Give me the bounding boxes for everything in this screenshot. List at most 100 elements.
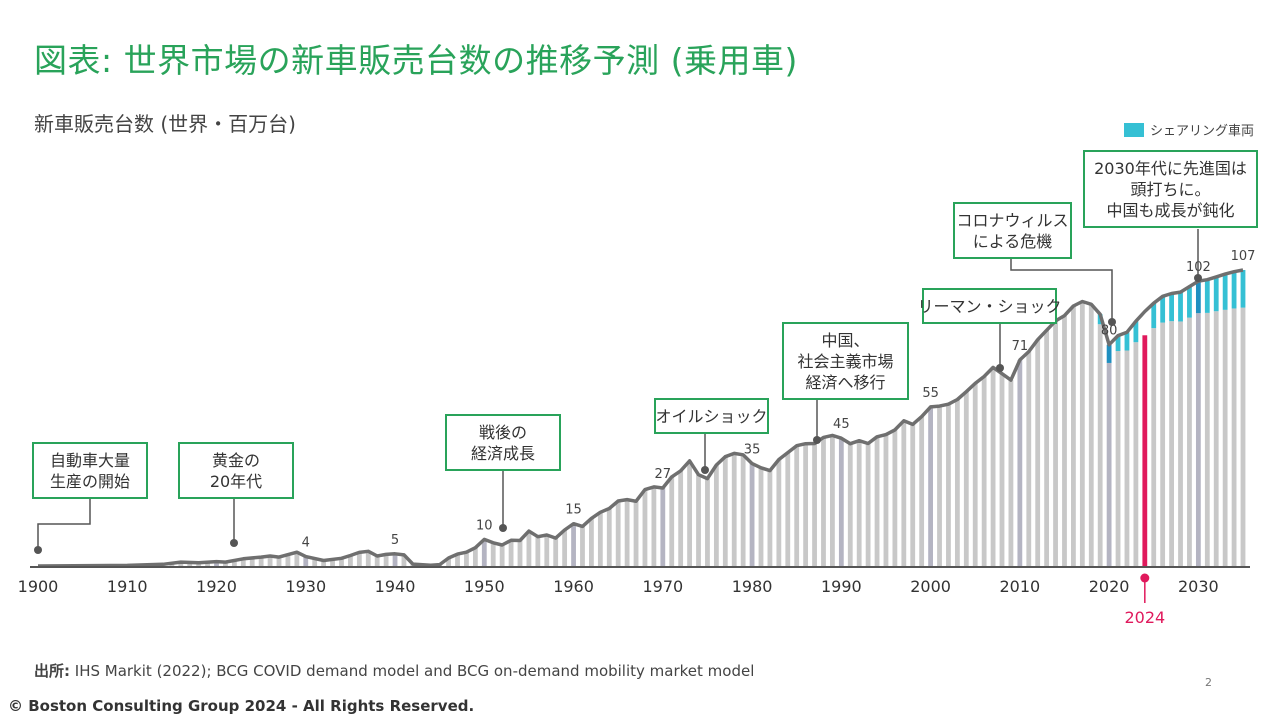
bar-1923: [240, 558, 246, 566]
bar-1992: [856, 440, 862, 566]
bar-1927: [276, 557, 282, 566]
sharing-bar-2023: [1133, 321, 1139, 343]
bar-1986: [803, 443, 809, 566]
page-title: 図表: 世界市場の新車販売台数の推移予測 (乗用車): [34, 41, 798, 80]
bar-1939: [383, 554, 389, 566]
value-label-2000: 55: [922, 386, 939, 401]
x-tick-label-2000: 2000: [910, 577, 951, 596]
bar-1967: [633, 501, 639, 566]
bar-1947: [455, 554, 460, 566]
x-tick-label-1980: 1980: [732, 577, 773, 596]
callout-text-2030-1: 頭打ちに。: [1130, 180, 1210, 199]
bar-2022: [1124, 350, 1130, 566]
bar-1989: [830, 435, 835, 566]
bar-1971: [669, 476, 675, 566]
sharing-bar-2029: [1187, 286, 1192, 318]
callout-dot-1987: [813, 436, 821, 444]
legend-swatch-sharing: [1123, 122, 1144, 137]
bar-1950: [481, 539, 487, 566]
bar-1966: [624, 499, 630, 566]
bar-1977: [722, 456, 728, 566]
bar-2028: [1178, 321, 1183, 566]
sharing-bar-2030: [1195, 281, 1201, 314]
sharing-bar-2034: [1231, 271, 1237, 309]
bar-2011: [1026, 351, 1032, 566]
bar-2014: [1053, 320, 1058, 566]
bar-1959: [562, 530, 568, 566]
value-label-2020: 80: [1101, 324, 1118, 339]
x-tick-label-1920: 1920: [196, 577, 237, 596]
callout-text-1900-0: 自動車大量: [50, 451, 130, 470]
bar-1994: [874, 436, 880, 566]
bar-2013: [1044, 330, 1050, 566]
callout-text-2020-0: コロナウィルス: [956, 211, 1068, 230]
highlight-year-label: 2024: [1124, 608, 1165, 627]
bar-1985: [794, 445, 800, 566]
bar-1935: [348, 555, 353, 566]
bar-2021: [1115, 351, 1121, 566]
source-note: 出所: IHS Markit (2022); BCG COVID demand …: [34, 660, 754, 681]
callout-text-1975-0: オイルショック: [655, 407, 767, 426]
bar-2018: [1088, 304, 1094, 566]
x-tick-label-1970: 1970: [642, 577, 683, 596]
bar-2016: [1071, 305, 1076, 566]
value-label-1990: 45: [833, 417, 850, 432]
bar-1997: [901, 420, 907, 566]
bar-1941: [401, 554, 407, 566]
callout-text-1952-0: 戦後の: [479, 423, 527, 442]
bar-1930: [303, 556, 309, 566]
sharing-bar-2025: [1151, 303, 1157, 329]
bar-1998: [910, 424, 916, 566]
bar-1924: [249, 557, 255, 566]
value-label-1980: 35: [744, 443, 761, 458]
callout-connector-1900: [37, 498, 91, 550]
x-tick-label-2010: 2010: [999, 577, 1040, 596]
callout-dot-1975: [701, 466, 709, 474]
bar-1993: [865, 443, 871, 566]
callout-box-1922: [178, 442, 294, 499]
bar-1955: [526, 531, 532, 566]
bar-1972: [678, 470, 684, 566]
bar-1987: [812, 443, 817, 566]
bar-1981: [758, 467, 764, 566]
bar-1949: [472, 547, 478, 566]
x-tick-label-1910: 1910: [107, 577, 148, 596]
sharing-bar-2027: [1169, 293, 1174, 322]
bar-1970: [660, 487, 666, 566]
callout-text-1987-2: 経済へ移行: [805, 373, 885, 392]
bar-1995: [883, 434, 889, 566]
bar-1926: [267, 556, 273, 566]
callout-box-1987: [782, 322, 909, 400]
sharing-bar-2032: [1213, 276, 1219, 312]
callout-box-1975: [654, 398, 769, 434]
bar-1946: [446, 557, 451, 566]
bar-2007: [990, 367, 996, 566]
bar-1938: [374, 556, 380, 566]
bar-2003: [954, 399, 960, 566]
callout-text-1987-0: 中国、: [821, 331, 869, 350]
bar-2029: [1187, 317, 1192, 566]
bar-1932: [321, 560, 327, 566]
bar-1937: [365, 551, 371, 566]
bar-2020: [1106, 362, 1112, 566]
legend-label: シェアリング車両: [1149, 124, 1254, 139]
bar-2027: [1169, 321, 1174, 566]
callout-text-1900-1: 生産の開始: [50, 472, 130, 491]
bar-2006: [981, 376, 987, 566]
bar-1940: [392, 553, 398, 566]
bar-2034: [1231, 308, 1237, 566]
value-label-1970: 27: [655, 467, 672, 482]
bar-1969: [651, 486, 657, 566]
bar-1929: [294, 552, 300, 566]
bar-1999: [919, 416, 925, 566]
chart-subtitle: 新車販売台数 (世界・百万台): [34, 112, 296, 136]
sharing-bar-2033: [1222, 274, 1228, 310]
bar-1917: [187, 562, 193, 566]
bar-1952: [499, 544, 505, 566]
bar-1962: [589, 518, 594, 566]
callout-box-1900: [32, 442, 148, 499]
bar-1936: [356, 552, 362, 566]
trend-line: [37, 268, 1244, 568]
callout-text-1952-1: 経済成長: [471, 444, 535, 463]
bar-1976: [713, 465, 719, 566]
